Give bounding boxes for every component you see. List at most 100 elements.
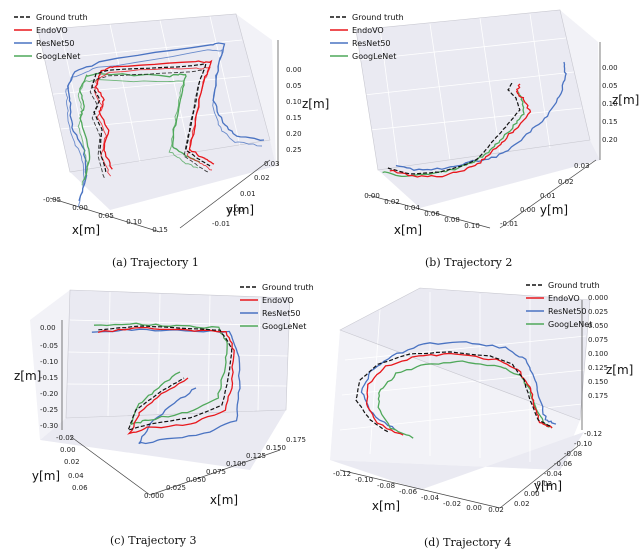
legend-label-endovo: EndoVO xyxy=(352,26,384,35)
grid-line xyxy=(107,291,111,417)
grid-line xyxy=(39,39,243,61)
side-pane xyxy=(30,290,70,440)
x-tick-label: 0.06 xyxy=(424,210,440,218)
x-tick-label: 0.050 xyxy=(186,476,206,484)
y-axis-label: y[m] xyxy=(534,479,562,493)
x-tick-label: 0.15 xyxy=(152,226,168,234)
grid-line xyxy=(159,19,191,155)
z-tick-label: 0.20 xyxy=(286,130,302,138)
x-axis-label: x[m] xyxy=(210,493,238,507)
legend-label-ground-truth: Ground truth xyxy=(352,13,404,22)
x-tick-label: 0.175 xyxy=(286,436,306,444)
legend-label-googlenet: GoogLeNet xyxy=(352,52,396,61)
y-axis-label: y[m] xyxy=(226,203,254,217)
y-axis-label: y[m] xyxy=(540,203,568,217)
x-tick-label: 0.150 xyxy=(266,444,286,452)
grid-line xyxy=(69,319,291,327)
grid-line xyxy=(479,17,501,155)
caption-a: (a) Trajectory 1 xyxy=(112,256,199,269)
legend: Ground truth EndoVO ResNet50 GoogLeNet xyxy=(14,13,88,61)
trajectory-endovo xyxy=(365,352,553,436)
z-tick-label: -0.10 xyxy=(40,358,58,366)
y-tick-label: 0.02 xyxy=(558,178,574,186)
x-tick-label: -0.10 xyxy=(355,476,373,484)
trajectory-resnet50 xyxy=(67,42,265,201)
z-tick-label: 0.25 xyxy=(286,146,302,154)
legend-label-endovo: EndoVO xyxy=(262,296,294,305)
grid-line xyxy=(369,309,381,455)
pane-edge xyxy=(65,289,291,419)
trajectory-endovo-return xyxy=(93,66,213,177)
y-tick-label: 0.00 xyxy=(60,446,76,454)
x-axis-label: x[m] xyxy=(394,223,422,237)
x-tick-label: -0.04 xyxy=(421,494,440,502)
x-axis-line xyxy=(149,449,281,496)
y-tick-label: 0.00 xyxy=(520,206,536,214)
legend-label-resnet50: ResNet50 xyxy=(262,309,301,318)
x-tick-label: -0.06 xyxy=(399,488,418,496)
legend-label-resnet50: ResNet50 xyxy=(36,39,75,48)
grid-line xyxy=(339,403,583,431)
legend: Ground truth EndoVO ResNet50 GoogLeNet xyxy=(526,281,600,329)
legend: Ground truth EndoVO ResNet50 GoogLeNet xyxy=(330,13,404,61)
y-axis-line xyxy=(499,159,597,229)
x-tick-label: 0.000 xyxy=(144,492,164,500)
grid-line xyxy=(49,109,259,131)
z-tick-label: 0.150 xyxy=(588,378,608,386)
x-tick-label: 0.025 xyxy=(166,484,186,492)
z-tick-label: 0.15 xyxy=(602,118,618,126)
legend-label-googlenet: GoogLeNet xyxy=(262,322,306,331)
trajectory-googlenet xyxy=(382,91,525,178)
grid-line xyxy=(257,296,261,412)
x-tick-label: 0.10 xyxy=(464,222,480,230)
x-axis-line xyxy=(339,469,501,509)
legend-label-endovo: EndoVO xyxy=(548,294,580,303)
side-pane xyxy=(236,14,276,166)
grid-line xyxy=(369,107,583,131)
x-tick-label: 0.00 xyxy=(72,204,88,212)
z-tick-label: -0.30 xyxy=(40,422,58,430)
y-tick-label: 0.00 xyxy=(228,206,244,214)
grid-line xyxy=(109,23,141,163)
back-pane xyxy=(340,288,590,420)
grid-line xyxy=(379,27,399,167)
y-axis-line xyxy=(179,159,271,229)
y-axis-label: y[m] xyxy=(32,469,60,483)
floor-pane xyxy=(70,140,276,210)
z-tick-label: 0.000 xyxy=(588,294,608,302)
panel-a: -0.05 0.00 0.05 0.10 0.15 -0.01 0.00 0.01 0.02 0.… xyxy=(14,13,329,237)
y-tick-label: 0.01 xyxy=(540,192,556,200)
side-pane xyxy=(560,10,600,160)
y-tick-label: -0.01 xyxy=(212,220,230,228)
z-tick-label: 0.10 xyxy=(602,100,618,108)
x-tick-label: 0.05 xyxy=(98,212,114,220)
z-axis-label: z[m] xyxy=(606,363,633,377)
trajectory-endovo xyxy=(389,83,532,178)
y-tick-label: -0.04 xyxy=(544,470,563,478)
z-tick-label: 0.050 xyxy=(588,322,608,330)
pane-edge xyxy=(37,13,271,173)
x-tick-label: 0.075 xyxy=(206,468,226,476)
z-tick-label: 0.05 xyxy=(286,82,302,90)
grid-line xyxy=(341,369,585,396)
grid-line xyxy=(363,71,575,96)
grid-line xyxy=(209,15,241,147)
z-tick-label: -0.15 xyxy=(40,374,58,382)
z-tick-label: -0.05 xyxy=(40,342,58,350)
z-tick-label: 0.10 xyxy=(286,98,302,106)
grid-line xyxy=(344,335,587,361)
panel-c: 0.0000.0250.0500.0750.1000.1250.1500.175… xyxy=(14,283,314,507)
z-tick-label: 0.100 xyxy=(588,350,608,358)
y-tick-label: -0.02 xyxy=(56,434,74,442)
x-tick-label: 0.125 xyxy=(246,452,266,460)
x-tick-label: 0.00 xyxy=(466,504,482,512)
legend-label-ground-truth: Ground truth xyxy=(548,281,600,290)
floor-pane xyxy=(378,140,600,208)
z-axis-label: z[m] xyxy=(14,369,41,383)
z-tick-label: 0.00 xyxy=(286,66,302,74)
z-tick-label: 0.15 xyxy=(286,114,302,122)
z-tick-label: 0.025 xyxy=(588,308,608,316)
y-tick-label: 0.02 xyxy=(64,458,80,466)
trajectory-resnet50-return xyxy=(65,49,263,207)
